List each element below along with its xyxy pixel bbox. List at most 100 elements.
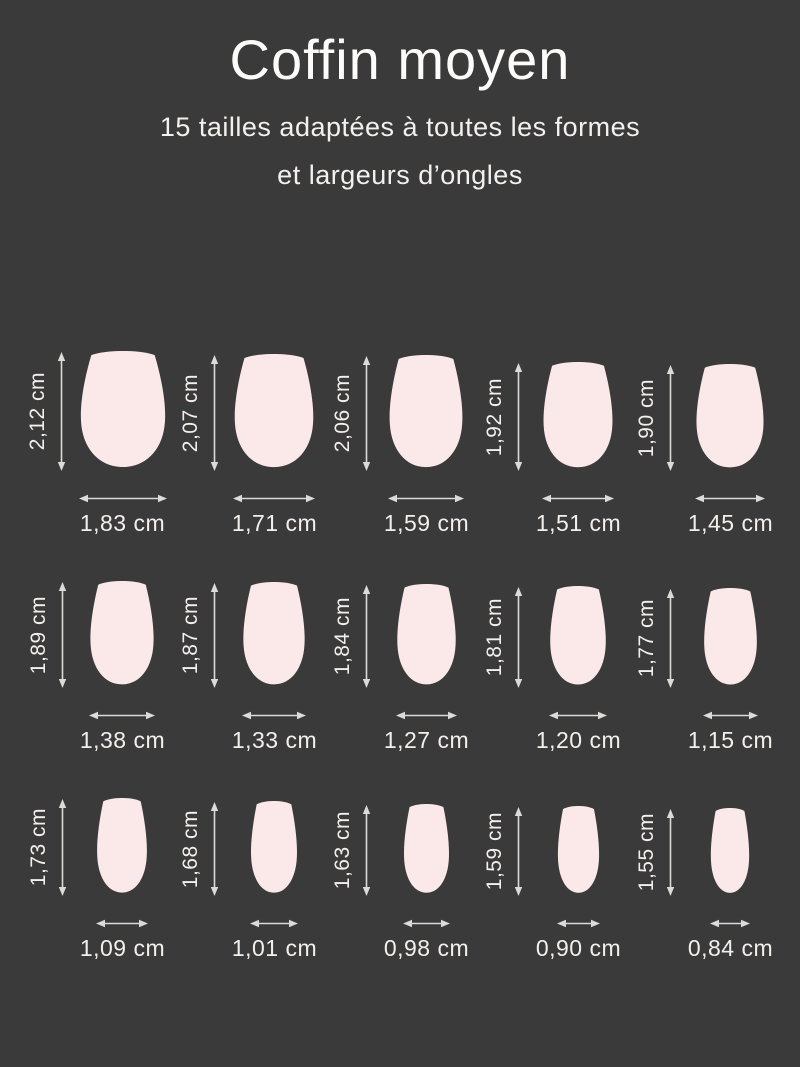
width-arrow-icon: [89, 711, 156, 720]
width-measurement-label: 1,45 cm: [687, 510, 774, 537]
nail-figure: 1,84 cm 1,27 cm: [331, 584, 469, 754]
nail-shape: [243, 582, 306, 685]
height-measurement-label: 1,89 cm: [26, 595, 50, 674]
nail-size-cell: 2,06 cm 1,59 cm: [324, 355, 476, 537]
width-measurement-label: 1,59 cm: [383, 510, 470, 537]
width-arrow-icon: [402, 919, 450, 928]
height-measurement-label: 1,90 cm: [634, 378, 658, 457]
width-measurement-label: 1,38 cm: [79, 727, 166, 754]
width-measurement-label: 1,51 cm: [535, 510, 622, 537]
height-arrow-icon: [514, 587, 523, 689]
width-arrow-icon: [96, 919, 149, 928]
height-measurement-label: 2,12 cm: [25, 372, 49, 451]
nail-column: 1,51 cm: [536, 362, 621, 537]
height-arrow-icon: [210, 583, 219, 689]
nail-figure: 1,81 cm 1,20 cm: [483, 586, 621, 754]
height-arrow-icon: [362, 585, 371, 689]
nail-shape: [704, 588, 757, 685]
width-measurement-label: 1,33 cm: [231, 727, 318, 754]
size-grid-row: 1,73 cm 1,09 cm 1,68 cm 1,01 cm 1,63 cm: [18, 798, 782, 962]
height-arrow-icon: [210, 802, 219, 897]
height-measurement-label: 1,68 cm: [178, 809, 202, 888]
nail-size-cell: 1,81 cm 1,20 cm: [476, 586, 628, 754]
height-measurement-label: 2,06 cm: [330, 374, 354, 453]
nail-shape: [550, 586, 607, 685]
nail-column: 1,27 cm: [384, 584, 469, 754]
nail-column: 1,83 cm: [78, 351, 167, 537]
width-arrow-icon: [695, 494, 766, 503]
nail-column: 0,90 cm: [536, 806, 621, 962]
nail-column: 1,59 cm: [384, 355, 469, 537]
subtitle-line-1: 15 tailles adaptées à toutes les formes: [159, 112, 641, 143]
nail-size-cell: 2,12 cm 1,83 cm: [20, 351, 172, 537]
page-title: Coffin moyen: [229, 28, 571, 91]
nail-shape: [543, 362, 613, 468]
width-measurement-label: 0,90 cm: [535, 935, 622, 962]
height-arrow-icon: [58, 799, 67, 897]
width-arrow-icon: [242, 711, 307, 720]
width-arrow-icon: [233, 494, 316, 503]
nail-size-cell: 1,77 cm 1,15 cm: [628, 588, 780, 754]
width-measurement-label: 1,15 cm: [687, 727, 774, 754]
nail-column: 1,71 cm: [232, 354, 317, 537]
nail-shape: [80, 351, 165, 468]
width-measurement-label: 1,01 cm: [231, 935, 318, 962]
size-grid: 2,12 cm 1,83 cm 2,07 cm 1,71 cm 2,06 cm: [0, 351, 800, 962]
height-measurement-label: 1,84 cm: [330, 597, 354, 676]
height-measurement-label: 1,73 cm: [26, 808, 50, 887]
nail-shape: [251, 801, 298, 893]
nail-shape: [90, 581, 155, 685]
nail-size-cell: 1,55 cm 0,84 cm: [628, 808, 780, 962]
width-arrow-icon: [556, 919, 600, 928]
width-arrow-icon: [702, 711, 758, 720]
nail-shape: [711, 808, 750, 894]
width-arrow-icon: [78, 494, 167, 503]
nail-column: 1,09 cm: [80, 798, 165, 962]
height-measurement-label: 1,77 cm: [634, 599, 658, 678]
nail-figure: 1,73 cm 1,09 cm: [27, 798, 165, 962]
page-subtitle: 15 tailles adaptées à toutes les formes …: [0, 103, 800, 199]
nail-size-cell: 1,87 cm 1,33 cm: [172, 582, 324, 754]
height-arrow-icon: [666, 365, 675, 472]
nail-size-cell: 1,92 cm 1,51 cm: [476, 362, 628, 537]
nail-shape: [397, 584, 456, 685]
nail-figure: 1,77 cm 1,15 cm: [635, 588, 773, 754]
height-arrow-icon: [362, 805, 371, 897]
nail-figure: 1,63 cm 0,98 cm: [331, 804, 469, 962]
height-arrow-icon: [210, 355, 219, 472]
height-measurement-label: 1,55 cm: [634, 813, 658, 892]
height-arrow-icon: [58, 582, 67, 689]
nail-column: 1,15 cm: [688, 588, 773, 754]
nail-column: 1,38 cm: [80, 581, 165, 754]
height-measurement-label: 1,81 cm: [482, 598, 506, 677]
nail-shape: [696, 364, 765, 468]
subtitle-line-2: et largeurs d’ongles: [277, 160, 523, 191]
height-measurement-label: 2,07 cm: [178, 373, 202, 452]
nail-shape: [97, 798, 148, 893]
nail-shape: [557, 806, 600, 893]
size-grid-row: 1,89 cm 1,38 cm 1,87 cm 1,33 cm 1,84 cm: [18, 581, 782, 754]
size-grid-row: 2,12 cm 1,83 cm 2,07 cm 1,71 cm 2,06 cm: [18, 351, 782, 537]
nail-column: 1,01 cm: [232, 801, 317, 962]
nail-size-cell: 1,84 cm 1,27 cm: [324, 584, 476, 754]
nail-figure: 1,87 cm 1,33 cm: [179, 582, 317, 754]
height-arrow-icon: [514, 363, 523, 472]
height-arrow-icon: [57, 352, 65, 472]
width-arrow-icon: [710, 919, 751, 928]
width-arrow-icon: [542, 494, 615, 503]
nail-size-cell: 2,07 cm 1,71 cm: [172, 354, 324, 537]
height-arrow-icon: [666, 589, 675, 689]
nail-figure: 1,92 cm 1,51 cm: [483, 362, 621, 537]
width-arrow-icon: [549, 711, 608, 720]
nail-column: 0,98 cm: [384, 804, 469, 962]
width-arrow-icon: [388, 494, 465, 503]
nail-figure: 1,89 cm 1,38 cm: [27, 581, 165, 754]
height-measurement-label: 1,59 cm: [482, 812, 506, 891]
height-measurement-label: 1,63 cm: [330, 811, 354, 890]
nail-shape: [235, 354, 314, 468]
width-measurement-label: 0,84 cm: [687, 935, 774, 962]
nail-figure: 1,68 cm 1,01 cm: [179, 801, 317, 962]
nail-column: 1,45 cm: [688, 364, 773, 537]
nail-figure: 1,59 cm 0,90 cm: [483, 806, 621, 962]
